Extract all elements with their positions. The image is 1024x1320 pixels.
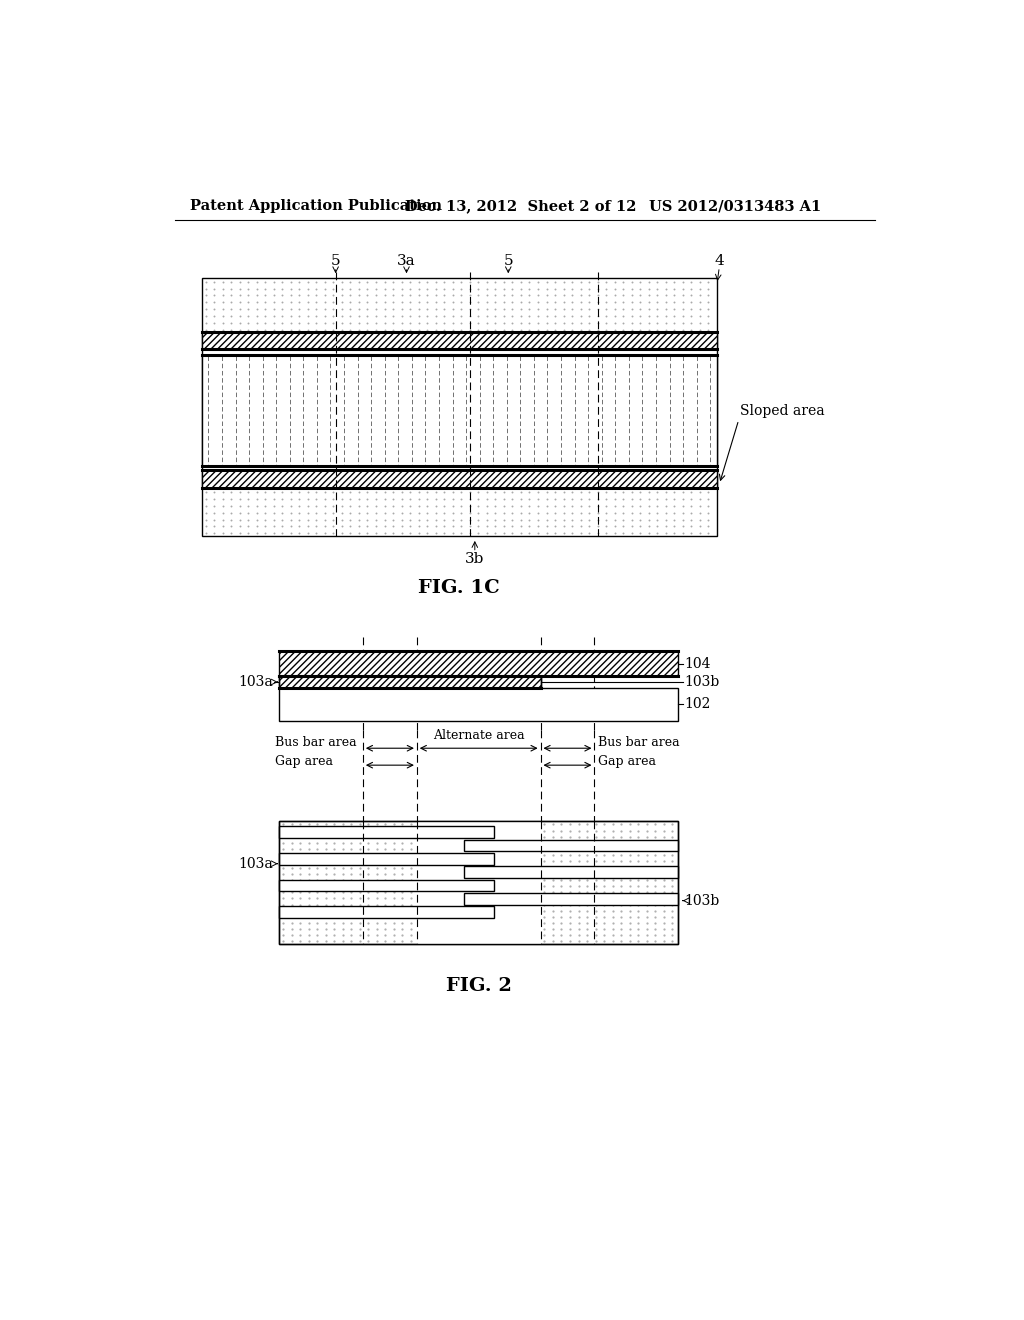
Bar [464,894,678,904]
Bar [280,879,494,891]
Text: Bus bar area: Bus bar area [275,735,357,748]
Bar [280,821,678,944]
Bar [464,866,678,878]
Text: Alternate area: Alternate area [433,730,524,742]
Bar [280,676,541,688]
Text: Gap area: Gap area [275,755,333,768]
Bar [280,688,678,721]
Bar [202,355,717,466]
Text: 104: 104 [684,656,711,671]
Text: 4: 4 [715,253,724,268]
Text: 103a: 103a [239,857,273,871]
Bar [280,821,678,944]
Bar [202,331,717,350]
Text: FIG. 2: FIG. 2 [445,977,512,995]
Text: Patent Application Publication: Patent Application Publication [190,199,442,213]
Bar [280,651,678,676]
Text: US 2012/0313483 A1: US 2012/0313483 A1 [649,199,821,213]
Bar [280,907,494,917]
Text: FIG. 1C: FIG. 1C [419,579,500,597]
Bar [202,277,717,536]
Text: 3b: 3b [465,552,484,566]
Text: Sloped area: Sloped area [740,404,825,417]
Text: 103b: 103b [684,894,720,908]
Text: 5: 5 [331,253,340,268]
Text: 103b: 103b [684,675,720,689]
Bar [417,821,541,944]
Bar [280,853,494,865]
Text: Dec. 13, 2012  Sheet 2 of 12: Dec. 13, 2012 Sheet 2 of 12 [406,199,637,213]
Text: 102: 102 [684,697,711,711]
Text: Bus bar area: Bus bar area [598,735,680,748]
Bar [464,840,678,851]
Text: 5: 5 [504,253,513,268]
Bar [280,826,494,838]
Text: Gap area: Gap area [598,755,656,768]
Bar [202,470,717,488]
Text: 3a: 3a [397,253,416,268]
Text: 103a: 103a [239,675,273,689]
